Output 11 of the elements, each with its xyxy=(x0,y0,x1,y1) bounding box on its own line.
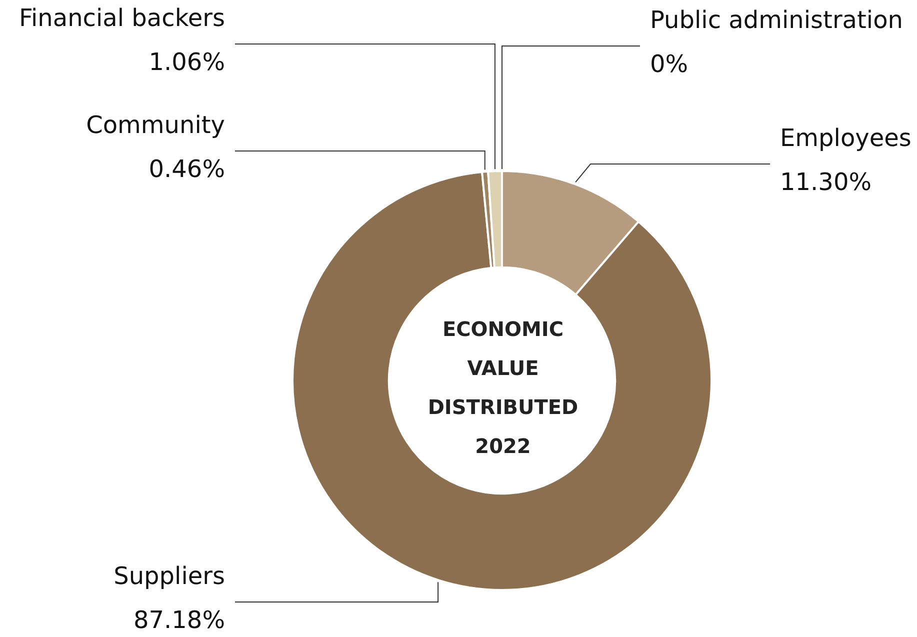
data-label: 0.46% xyxy=(148,155,225,184)
slice-label: Financial backers xyxy=(18,4,225,32)
data-label: 11.30% xyxy=(780,168,872,196)
text: ECONOMIC VALUE DISTRIBUTED 2022 xyxy=(426,316,580,460)
slice-label: Community xyxy=(86,111,225,140)
slice-label: Suppliers xyxy=(114,562,225,590)
slice-label: Employees xyxy=(780,124,912,152)
data-label: 1.06% xyxy=(148,48,225,76)
data-label: 87.18% xyxy=(133,606,225,634)
category-label: Public administration xyxy=(650,6,903,34)
text: 0% xyxy=(650,50,688,78)
